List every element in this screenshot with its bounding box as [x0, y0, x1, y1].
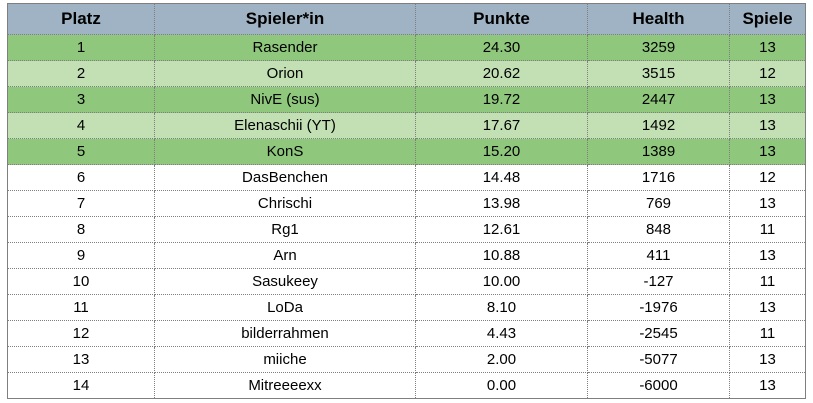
cell-platz: 4: [7, 112, 155, 139]
cell-spieler: LoDa: [154, 294, 416, 321]
cell-spieler: Arn: [154, 242, 416, 269]
cell-punkte: 12.61: [415, 216, 588, 243]
cell-health: 1716: [587, 164, 730, 191]
cell-platz: 10: [7, 268, 155, 295]
cell-punkte: 10.88: [415, 242, 588, 269]
cell-health: 1389: [587, 138, 730, 165]
cell-spiele: 13: [729, 242, 806, 269]
cell-punkte: 4.43: [415, 320, 588, 347]
table-row: 7 Chrischi 13.98 769 13: [7, 190, 806, 217]
cell-health: 3515: [587, 60, 730, 87]
table-body: 1 Rasender 24.30 3259 13 2 Orion 20.62 3515 12 3 Ni…: [7, 34, 806, 399]
cell-health: 3259: [587, 34, 730, 61]
cell-spieler: Mitreeeexx: [154, 372, 416, 399]
column-header-spieler: Spieler*in: [154, 3, 416, 35]
header-row: Platz Spieler*in Punkte Health Spiele: [7, 3, 806, 35]
cell-health: -2545: [587, 320, 730, 347]
table-row: 5 KonS 15.20 1389 13: [7, 138, 806, 165]
table-row: 13 miiche 2.00 -5077 13: [7, 346, 806, 373]
table-row: 10 Sasukeey 10.00 -127 11: [7, 268, 806, 295]
table-row: 3 NivE (sus) 19.72 2447 13: [7, 86, 806, 113]
cell-spieler: Rasender: [154, 34, 416, 61]
column-header-punkte: Punkte: [415, 3, 588, 35]
cell-platz: 14: [7, 372, 155, 399]
cell-punkte: 19.72: [415, 86, 588, 113]
table-row: 6 DasBenchen 14.48 1716 12: [7, 164, 806, 191]
cell-spiele: 11: [729, 216, 806, 243]
column-header-platz: Platz: [7, 3, 155, 35]
cell-health: -127: [587, 268, 730, 295]
cell-spieler: DasBenchen: [154, 164, 416, 191]
table-row: 1 Rasender 24.30 3259 13: [7, 34, 806, 61]
cell-spiele: 13: [729, 138, 806, 165]
cell-spiele: 13: [729, 346, 806, 373]
cell-health: 411: [587, 242, 730, 269]
cell-platz: 11: [7, 294, 155, 321]
cell-punkte: 8.10: [415, 294, 588, 321]
cell-punkte: 15.20: [415, 138, 588, 165]
cell-platz: 8: [7, 216, 155, 243]
cell-spieler: Orion: [154, 60, 416, 87]
cell-spiele: 13: [729, 294, 806, 321]
cell-punkte: 24.30: [415, 34, 588, 61]
cell-platz: 3: [7, 86, 155, 113]
cell-platz: 6: [7, 164, 155, 191]
cell-spieler: Elenaschii (YT): [154, 112, 416, 139]
cell-spiele: 11: [729, 320, 806, 347]
cell-health: -6000: [587, 372, 730, 399]
table-row: 8 Rg1 12.61 848 11: [7, 216, 806, 243]
table-row: 2 Orion 20.62 3515 12: [7, 60, 806, 87]
cell-punkte: 2.00: [415, 346, 588, 373]
cell-spieler: KonS: [154, 138, 416, 165]
cell-spieler: Chrischi: [154, 190, 416, 217]
cell-platz: 13: [7, 346, 155, 373]
cell-punkte: 20.62: [415, 60, 588, 87]
cell-spieler: miiche: [154, 346, 416, 373]
table-row: 11 LoDa 8.10 -1976 13: [7, 294, 806, 321]
cell-platz: 9: [7, 242, 155, 269]
cell-spieler: bilderrahmen: [154, 320, 416, 347]
cell-platz: 12: [7, 320, 155, 347]
cell-punkte: 0.00: [415, 372, 588, 399]
cell-platz: 1: [7, 34, 155, 61]
table-row: 14 Mitreeeexx 0.00 -6000 13: [7, 372, 806, 399]
cell-spiele: 12: [729, 60, 806, 87]
cell-health: -1976: [587, 294, 730, 321]
cell-spieler: Rg1: [154, 216, 416, 243]
cell-health: 2447: [587, 86, 730, 113]
cell-health: 1492: [587, 112, 730, 139]
cell-platz: 5: [7, 138, 155, 165]
cell-punkte: 14.48: [415, 164, 588, 191]
column-header-spiele: Spiele: [729, 3, 806, 35]
table-row: 12 bilderrahmen 4.43 -2545 11: [7, 320, 806, 347]
table-row: 9 Arn 10.88 411 13: [7, 242, 806, 269]
cell-platz: 2: [7, 60, 155, 87]
cell-platz: 7: [7, 190, 155, 217]
cell-punkte: 17.67: [415, 112, 588, 139]
cell-spiele: 13: [729, 34, 806, 61]
cell-punkte: 13.98: [415, 190, 588, 217]
cell-health: -5077: [587, 346, 730, 373]
cell-health: 769: [587, 190, 730, 217]
cell-spiele: 13: [729, 190, 806, 217]
cell-spiele: 11: [729, 268, 806, 295]
cell-punkte: 10.00: [415, 268, 588, 295]
table-row: 4 Elenaschii (YT) 17.67 1492 13: [7, 112, 806, 139]
cell-spiele: 13: [729, 112, 806, 139]
column-header-health: Health: [587, 3, 730, 35]
cell-spieler: Sasukeey: [154, 268, 416, 295]
cell-spiele: 13: [729, 86, 806, 113]
cell-spieler: NivE (sus): [154, 86, 416, 113]
cell-spiele: 13: [729, 372, 806, 399]
cell-health: 848: [587, 216, 730, 243]
cell-spiele: 12: [729, 164, 806, 191]
